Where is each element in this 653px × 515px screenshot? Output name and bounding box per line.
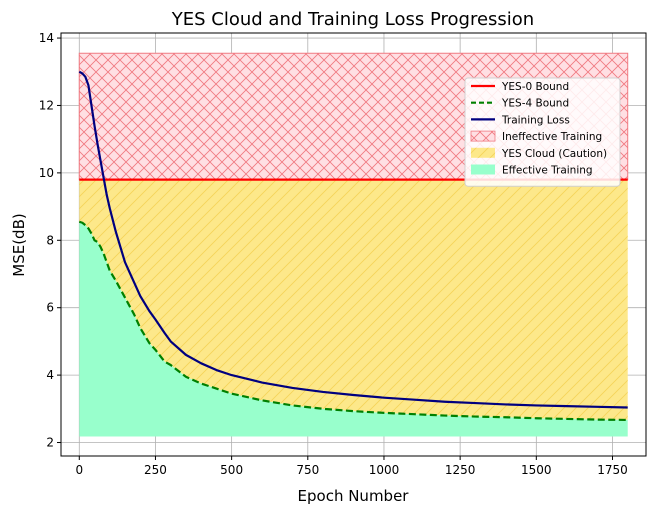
x-tick-label: 500: [220, 463, 243, 477]
y-axis-label: MSE(dB): [10, 213, 28, 276]
legend-item: Ineffective Training: [470, 130, 602, 143]
x-tick-label: 0: [75, 463, 83, 477]
legend-label: YES Cloud (Caution): [501, 148, 607, 160]
legend: YES-0 Bound YES-4 Bound Training Loss Ineff…: [464, 77, 621, 187]
legend-item: YES-4 Bound: [471, 98, 569, 110]
legend-label: Ineffective Training: [502, 131, 602, 143]
y-tick-label: 8: [46, 233, 54, 247]
region-effective-training: [79, 221, 628, 437]
y-tick-label: 4: [46, 368, 54, 382]
region-yes-cloud-caution: [79, 179, 628, 420]
x-axis: 0 250 500 750 1000 1250 1500 1750: [75, 456, 628, 477]
y-tick-label: 6: [46, 301, 54, 315]
legend-item: Effective Training: [471, 164, 593, 177]
series-training-loss: [78, 70, 628, 409]
x-tick-label: 250: [144, 463, 167, 477]
y-tick-label: 14: [39, 31, 54, 45]
legend-swatch: [471, 164, 495, 175]
legend-label: Training Loss: [501, 114, 570, 126]
y-tick-label: 10: [39, 166, 54, 180]
legend-box: [464, 77, 621, 187]
legend-item: YES Cloud (Caution): [471, 147, 607, 160]
legend-item: YES-0 Bound: [471, 81, 569, 93]
series-yes-4-bound: [78, 220, 628, 422]
plot-frame: [60, 32, 647, 457]
legend-label: Effective Training: [502, 165, 593, 177]
legend-label: YES-0 Bound: [501, 81, 569, 93]
x-tick-label: 1250: [445, 463, 476, 477]
x-tick-label: 1000: [369, 463, 400, 477]
y-tick-label: 12: [39, 98, 54, 112]
y-axis: 2 4 6 8 10 12 14: [39, 31, 61, 450]
y-tick-label: 2: [46, 436, 54, 450]
x-tick-label: 1500: [521, 463, 552, 477]
legend-label: YES-4 Bound: [501, 98, 569, 110]
chart-title: YES Cloud and Training Loss Progression: [171, 9, 534, 30]
legend-item: Training Loss: [471, 114, 570, 126]
x-axis-label: Epoch Number: [298, 487, 410, 505]
x-tick-label: 1750: [597, 463, 628, 477]
x-tick-label: 750: [296, 463, 319, 477]
